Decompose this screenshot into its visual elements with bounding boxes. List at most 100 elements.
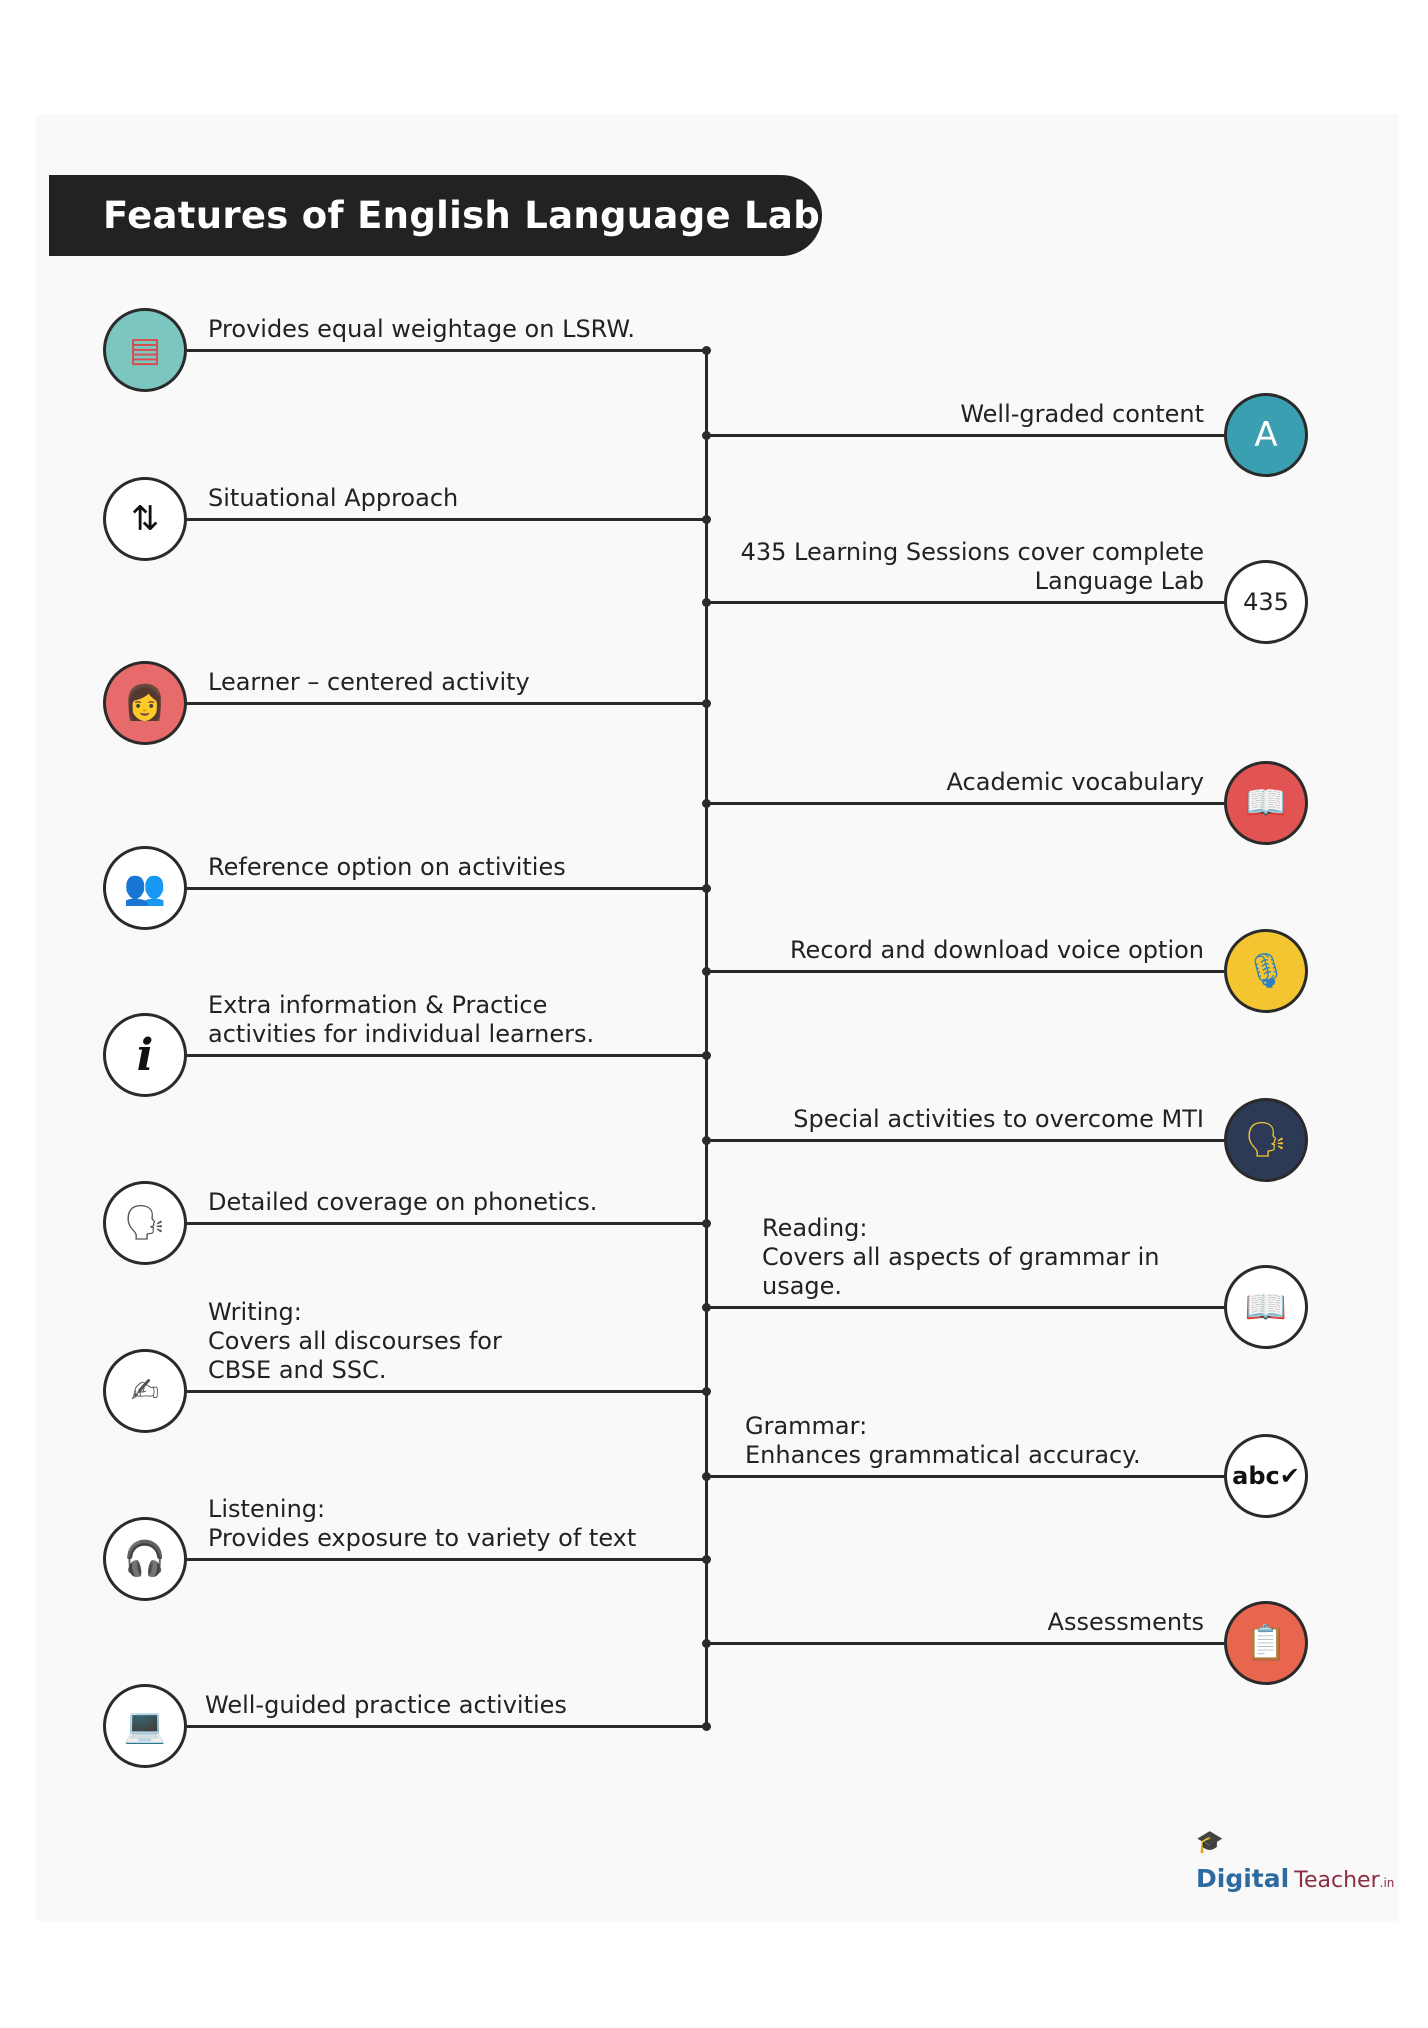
listening-headphones-icon-glyph: 🎧	[123, 1539, 167, 1579]
vocabulary-book-icon-glyph: 📖	[1244, 783, 1288, 823]
info-icon-glyph: i	[136, 1029, 154, 1081]
speaking-head-icon: 🗣	[1224, 1098, 1308, 1182]
clipboard-checklist-icon-glyph: 📋	[1244, 1623, 1288, 1663]
connector-line	[705, 970, 1224, 973]
feature-label-line: Well-graded content	[960, 400, 1204, 428]
connector-line	[705, 1475, 1224, 1478]
abc-check-icon-glyph: abc✔	[1232, 1462, 1300, 1490]
connector-line	[187, 1558, 707, 1561]
listening-headphones-icon: 🎧	[103, 1517, 187, 1601]
sessions-count-badge: 435	[1224, 560, 1308, 644]
writing-person-icon-glyph: ✍	[130, 1371, 160, 1411]
lsrw-books-icon: ▤	[103, 308, 187, 392]
connector-line	[187, 1222, 707, 1225]
connector-line	[187, 1725, 707, 1728]
practice-desk-icon-glyph: 💻	[123, 1706, 167, 1746]
feature-label-line: Assessments	[1047, 1608, 1204, 1636]
feature-label-line: Provides exposure to variety of text	[208, 1524, 637, 1552]
connector-line	[705, 434, 1224, 437]
feature-label: Detailed coverage on phonetics.	[208, 1188, 597, 1217]
junction-dot	[702, 1136, 711, 1145]
direction-arrows-icon-glyph: ⇅	[130, 499, 160, 539]
junction-dot	[702, 598, 711, 607]
feature-label-line: Extra information & Practice	[208, 991, 548, 1019]
feature-label-line: Listening:	[208, 1495, 326, 1523]
feature-label-line: Record and download voice option	[789, 936, 1204, 964]
junction-dot	[702, 967, 711, 976]
feature-label: Record and download voice option	[790, 936, 1204, 965]
junction-dot	[702, 346, 711, 355]
feature-label-line: Grammar:	[745, 1412, 868, 1440]
graded-document-icon-glyph: A	[1254, 415, 1278, 455]
connector-line	[705, 1139, 1224, 1142]
feature-label-line: CBSE and SSC.	[208, 1356, 387, 1384]
feature-label-line: Well-guided practice activities	[205, 1691, 567, 1719]
center-spine	[705, 350, 708, 1726]
feature-label: Extra information & Practice activities f…	[208, 991, 594, 1049]
connector-line	[187, 1390, 707, 1393]
feature-label: Learner – centered activity	[208, 668, 530, 697]
writing-person-icon: ✍	[103, 1349, 187, 1433]
feature-label-line: Reference option on activities	[208, 853, 566, 881]
connector-line	[187, 1054, 707, 1057]
sessions-count-badge-glyph: 435	[1243, 588, 1289, 616]
connector-line	[705, 802, 1224, 805]
feature-label-line: activities for individual learners.	[208, 1020, 595, 1048]
abc-check-icon: abc✔	[1224, 1434, 1308, 1518]
junction-dot	[702, 1722, 711, 1731]
feature-label: Special activities to overcome MTI	[793, 1105, 1204, 1134]
feature-label-line: Academic vocabulary	[946, 768, 1204, 796]
junction-dot	[702, 1387, 711, 1396]
junction-dot	[702, 1303, 711, 1312]
feature-label: Assessments	[1048, 1608, 1204, 1637]
feature-label: Reference option on activities	[208, 853, 566, 882]
feature-label-line: Special activities to overcome MTI	[793, 1105, 1204, 1133]
connector-line	[187, 349, 707, 352]
junction-dot	[702, 799, 711, 808]
phonetics-head-icon: 🗣	[103, 1181, 187, 1265]
feature-label: Well-guided practice activities	[205, 1691, 567, 1720]
feature-label: Academic vocabulary	[947, 768, 1204, 797]
feature-label: 435 Learning Sessions cover complete Lang…	[741, 538, 1204, 596]
connector-line	[187, 518, 707, 521]
feature-label-line: Writing:	[208, 1298, 302, 1326]
graduation-cap-icon: 🎓	[1196, 1830, 1224, 1855]
title-banner: Features of English Language Lab	[49, 175, 822, 256]
junction-dot	[702, 884, 711, 893]
logo-text-teacher: Teacher	[1294, 1868, 1380, 1893]
direction-arrows-icon: ⇅	[103, 477, 187, 561]
junction-dot	[702, 1472, 711, 1481]
connector-line	[705, 601, 1224, 604]
feature-label-line: Covers all discourses for	[208, 1327, 502, 1355]
learner-reading-icon-glyph: 👩	[123, 683, 167, 723]
feature-label: Well-graded content	[960, 400, 1204, 429]
feature-label: Situational Approach	[208, 484, 458, 513]
junction-dot	[702, 1219, 711, 1228]
infographic-panel	[36, 114, 1399, 1921]
connector-line	[187, 887, 707, 890]
clipboard-checklist-icon: 📋	[1224, 1601, 1308, 1685]
feature-label-line: Situational Approach	[208, 484, 459, 512]
digital-teacher-logo: 🎓 Digital Teacher.in	[1196, 1830, 1395, 1898]
connector-line	[187, 702, 707, 705]
feature-label-line: usage.	[762, 1272, 843, 1300]
junction-dot	[702, 1639, 711, 1648]
feature-label: Provides equal weightage on LSRW.	[208, 315, 635, 344]
page-title: Features of English Language Lab	[103, 194, 820, 237]
practice-desk-icon: 💻	[103, 1684, 187, 1768]
people-reference-icon: 👥	[103, 846, 187, 930]
feature-label-line: Reading:	[762, 1214, 868, 1242]
reading-person-icon: 📖	[1224, 1265, 1308, 1349]
feature-label: Listening: Provides exposure to variety o…	[208, 1495, 636, 1553]
connector-line	[705, 1642, 1224, 1645]
feature-label-line: 435 Learning Sessions cover complete	[740, 538, 1204, 566]
logo-text-in: .in	[1379, 1876, 1395, 1890]
feature-label-line: Provides equal weightage on LSRW.	[208, 315, 635, 343]
junction-dot	[702, 431, 711, 440]
junction-dot	[702, 1555, 711, 1564]
feature-label: Grammar: Enhances grammatical accuracy.	[745, 1412, 1141, 1470]
feature-label-line: Enhances grammatical accuracy.	[745, 1441, 1141, 1469]
phonetics-head-icon-glyph: 🗣	[123, 1203, 167, 1243]
junction-dot	[702, 1051, 711, 1060]
microphone-download-icon-glyph: 🎙	[1244, 951, 1288, 991]
